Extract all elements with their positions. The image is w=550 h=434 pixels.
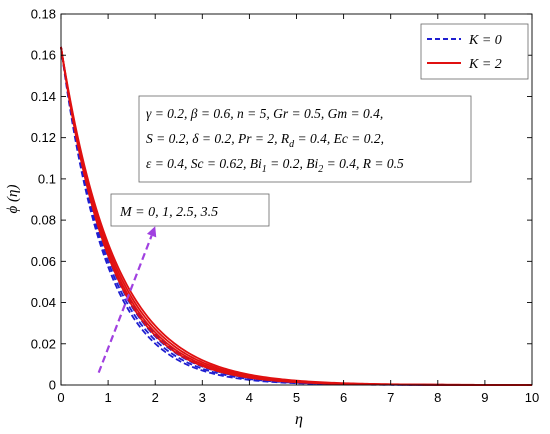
x-tick-label: 7: [387, 390, 394, 405]
x-tick-label: 1: [104, 390, 111, 405]
params-line-2: S = 0.2, δ = 0.2, Pr = 2, Rd = 0.4, Ec =…: [146, 131, 384, 150]
y-tick-label: 0.1: [38, 171, 56, 186]
params-line-1: γ = 0.2, β = 0.6, n = 5, Gr = 0.5, Gm = …: [146, 106, 383, 121]
trend-arrow: [97, 226, 157, 374]
trend-arrow-shaft: [97, 235, 153, 374]
y-tick-label: 0.16: [31, 48, 56, 63]
x-tick-label: 8: [434, 390, 441, 405]
x-tick-label: 9: [481, 390, 488, 405]
x-tick-label: 4: [246, 390, 253, 405]
y-tick-label: 0.14: [31, 89, 56, 104]
x-tick-label: 5: [293, 390, 300, 405]
x-tick-label: 2: [152, 390, 159, 405]
x-tick-label: 0: [57, 390, 64, 405]
y-axis-label: ϕ (η): [5, 185, 21, 214]
legend-box: K = 0 K = 2: [420, 23, 529, 80]
trend-arrow-head: [146, 226, 157, 238]
chart-axes: 0 1 2 3 4 5 6 7 8 9 10 0 0.02 0.04 0.06 0.08 0.1 0.12 0.14…: [31, 7, 540, 406]
y-tick-label: 0.04: [31, 295, 56, 310]
y-tick-label: 0.18: [31, 7, 56, 22]
m-label-box: M = 0, 1, 2.5, 3.5: [110, 193, 270, 227]
legend-label-k0: K = 0: [468, 33, 502, 48]
params-line-3: ε = 0.4, Sc = 0.62, Bi1 = 0.2, Bi2 = 0.4…: [146, 156, 404, 175]
y-tick-label: 0.06: [31, 254, 56, 269]
x-tick-label: 3: [199, 390, 206, 405]
x-tick-label: 6: [340, 390, 347, 405]
legend-label-k2: K = 2: [468, 57, 502, 72]
m-values-label: M = 0, 1, 2.5, 3.5: [119, 205, 218, 220]
x-axis-label: η: [295, 411, 303, 428]
x-tick-label: 10: [525, 390, 539, 405]
y-tick-label: 0.02: [31, 336, 56, 351]
y-tick-label: 0.12: [31, 130, 56, 145]
y-tick-label: 0: [49, 378, 56, 393]
parameters-box: γ = 0.2, β = 0.6, n = 5, Gr = 0.5, Gm = …: [138, 95, 472, 183]
y-tick-label: 0.08: [31, 213, 56, 228]
